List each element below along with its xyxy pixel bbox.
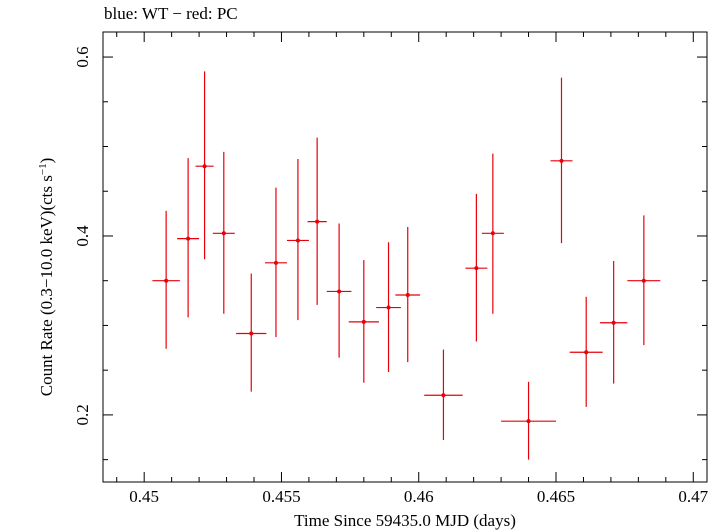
point-marker: [361, 319, 366, 324]
point-marker: [315, 219, 320, 224]
data-points: [152, 71, 661, 460]
y-axis-label: Count Rate (0.3−10.0 keV)(cts s−1): [37, 158, 56, 397]
chart-header-caption: blue: WT − red: PC: [104, 4, 238, 23]
x-tick-label: 0.465: [537, 487, 575, 506]
y-axis-label-sup: −1: [37, 163, 49, 175]
point-marker: [584, 350, 589, 355]
data-point: [212, 151, 235, 314]
point-marker: [337, 289, 342, 294]
point-marker: [441, 393, 446, 398]
point-marker: [474, 266, 479, 271]
y-tick-label: 0.2: [73, 404, 92, 425]
data-point: [326, 223, 352, 358]
y-tick-label: 0.6: [73, 46, 92, 67]
y-axis-ticks: 0.2 0.4 0.6: [73, 46, 707, 461]
point-marker: [221, 231, 226, 236]
point-marker: [641, 278, 646, 283]
data-point: [424, 349, 463, 440]
data-point: [307, 137, 327, 305]
x-tick-label: 0.45: [129, 487, 159, 506]
data-point: [501, 381, 556, 460]
y-tick-label: 0.4: [73, 225, 92, 247]
y-axis-label-close: ): [37, 158, 56, 164]
data-point: [550, 77, 573, 244]
data-point: [599, 261, 628, 384]
data-point: [195, 71, 214, 260]
data-point: [264, 187, 287, 338]
y-axis-label-main: Count Rate (0.3−10.0 keV)(cts s: [37, 175, 56, 396]
data-point: [627, 215, 661, 346]
data-point: [376, 242, 401, 372]
data-point: [569, 296, 603, 407]
point-marker: [164, 278, 169, 283]
point-marker: [202, 164, 207, 169]
data-point: [286, 159, 309, 321]
x-tick-label: 0.47: [678, 487, 708, 506]
data-point: [395, 227, 421, 363]
point-marker: [295, 238, 300, 243]
data-point: [348, 260, 379, 383]
x-tick-label: 0.455: [262, 487, 300, 506]
x-axis-label: Time Since 59435.0 MJD (days): [294, 511, 516, 530]
point-marker: [490, 231, 495, 236]
data-point: [177, 158, 200, 318]
point-marker: [249, 331, 254, 336]
point-marker: [273, 260, 278, 265]
data-point: [236, 273, 267, 392]
point-marker: [386, 305, 391, 310]
point-marker: [611, 320, 616, 325]
x-tick-label: 0.46: [404, 487, 434, 506]
data-point: [465, 193, 488, 342]
plot-frame: [102, 31, 708, 483]
x-axis-ticks: 0.45 0.455 0.46 0.465 0.47: [116, 32, 709, 506]
data-point: [152, 210, 180, 349]
data-point: [481, 153, 504, 314]
point-marker: [559, 158, 564, 163]
point-marker: [526, 419, 531, 424]
point-marker: [186, 236, 191, 241]
point-marker: [405, 293, 410, 298]
